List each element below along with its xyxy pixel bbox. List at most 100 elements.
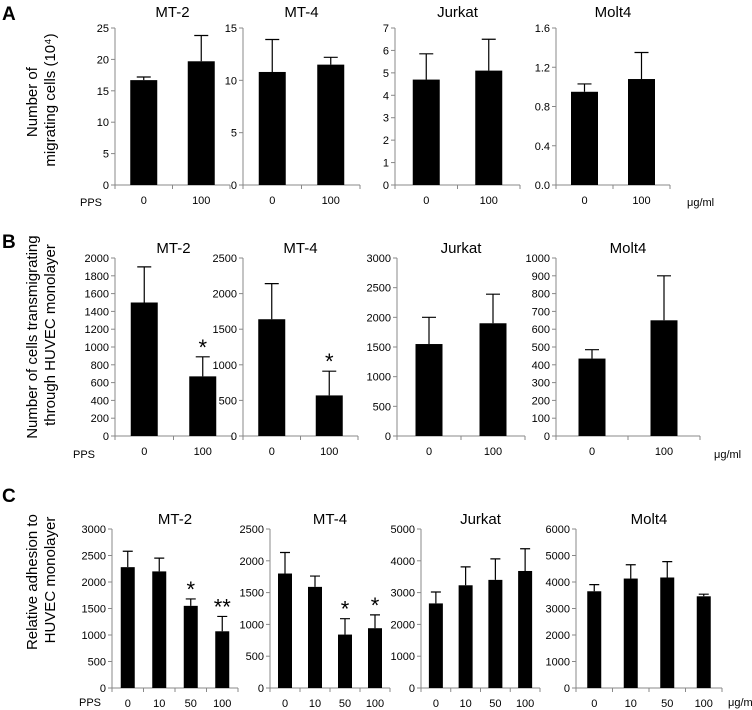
error-bar bbox=[280, 551, 290, 574]
y-axis-label-b: Number of cells transmigrating through H… bbox=[24, 231, 59, 439]
y-tick-label: 2500 bbox=[240, 524, 264, 536]
chart-a4: Molt4 0.0 0.4 0.8 1.2 1.6 0 100 bbox=[535, 4, 671, 207]
y-tick-label: 0 bbox=[564, 683, 570, 695]
y-tick-label: 1500 bbox=[240, 588, 264, 600]
y-tick-label: 4 bbox=[383, 90, 389, 102]
x-tick-label: 0 bbox=[269, 195, 275, 207]
y-tick-label: 0 bbox=[100, 683, 106, 695]
x-tick-label: 100 bbox=[655, 446, 673, 458]
y-tick-label: 1500 bbox=[213, 324, 237, 336]
error-bar bbox=[136, 76, 151, 81]
y-tick-label: 15 bbox=[97, 86, 109, 98]
panel-label-b: B bbox=[2, 232, 16, 253]
y-tick-label: 200 bbox=[91, 413, 109, 425]
y-tick-label: 0.4 bbox=[535, 141, 550, 153]
y-tick-label: 2000 bbox=[240, 556, 264, 568]
y-tick-label: 3000 bbox=[82, 524, 106, 536]
chart-a3: Jurkat 0 1 2 3 4 5 6 7 0 100 bbox=[383, 4, 521, 207]
error-bar bbox=[122, 550, 133, 568]
chart-title: Jurkat bbox=[460, 511, 502, 528]
error-bar bbox=[265, 38, 280, 72]
y-tick-label: 2000 bbox=[367, 312, 391, 324]
y-tick-label: 4000 bbox=[391, 556, 415, 568]
bar bbox=[308, 586, 322, 688]
bar bbox=[315, 395, 343, 436]
y-tick-label: 1500 bbox=[82, 604, 106, 616]
x-tick-label: 0 bbox=[589, 446, 595, 458]
bar bbox=[317, 64, 345, 185]
bar bbox=[488, 579, 503, 688]
bar bbox=[120, 567, 135, 688]
bar bbox=[338, 634, 352, 688]
chart-c3: Jurkat 0 1000 2000 3000 4000 5000 0 10 50 100 bbox=[391, 511, 541, 710]
bar bbox=[475, 70, 503, 185]
chart-c4: Molt4 0 1000 2000 3000 4000 5000 6000 0 10 50 100 bbox=[546, 511, 723, 710]
bar bbox=[415, 344, 443, 436]
x-tick-label: 100 bbox=[484, 446, 502, 458]
pps-label-b: PPS bbox=[73, 449, 95, 461]
x-tick-label: 50 bbox=[339, 698, 351, 710]
y-tick-label: 800 bbox=[532, 289, 550, 301]
x-tick-label: 10 bbox=[309, 698, 321, 710]
significance-marker: ** bbox=[214, 594, 232, 619]
y-tick-label: 2 bbox=[383, 135, 389, 147]
error-bar bbox=[460, 566, 471, 586]
y-tick-label: 0 bbox=[258, 683, 264, 695]
x-tick-label: 0 bbox=[141, 446, 147, 458]
x-tick-label: 100 bbox=[320, 446, 338, 458]
y-tick-label: 15 bbox=[225, 23, 237, 35]
pps-label-c: PPS bbox=[79, 697, 101, 709]
x-tick-label: 100 bbox=[322, 195, 340, 207]
error-bar bbox=[490, 558, 501, 580]
chart-title: MT-4 bbox=[284, 4, 318, 21]
y-tick-label: 2000 bbox=[85, 253, 109, 265]
error-bar bbox=[422, 316, 436, 345]
error-bar bbox=[486, 293, 500, 324]
y-tick-label: 300 bbox=[532, 378, 550, 390]
y-tick-label: 1000 bbox=[213, 360, 237, 372]
bar bbox=[130, 302, 158, 436]
error-bar bbox=[194, 34, 209, 62]
y-tick-label: 400 bbox=[91, 395, 109, 407]
y-tick-label: 5000 bbox=[546, 551, 570, 563]
y-tick-label: 1000 bbox=[85, 342, 109, 354]
x-tick-label: 0 bbox=[591, 698, 597, 710]
chart-title: MT-2 bbox=[155, 4, 189, 21]
error-bar bbox=[520, 548, 531, 571]
chart-title: MT-2 bbox=[158, 511, 192, 528]
bar bbox=[571, 91, 598, 185]
x-tick-label: 100 bbox=[366, 698, 384, 710]
chart-title: Molt4 bbox=[631, 511, 668, 528]
y-tick-label: 500 bbox=[373, 401, 391, 413]
bar bbox=[518, 570, 533, 688]
y-tick-label: 500 bbox=[532, 342, 550, 354]
unit-label-a: μg/ml bbox=[687, 197, 714, 209]
bar bbox=[183, 605, 198, 688]
panel-label-c: C bbox=[2, 486, 16, 507]
x-tick-label: 0 bbox=[423, 195, 429, 207]
y-tick-label: 2000 bbox=[213, 289, 237, 301]
y-tick-label: 1000 bbox=[526, 253, 550, 265]
y-tick-label: 2500 bbox=[213, 253, 237, 265]
bar bbox=[258, 71, 286, 185]
y-tick-label: 0 bbox=[231, 431, 237, 443]
x-tick-label: 0 bbox=[426, 446, 432, 458]
y-tick-label: 1000 bbox=[546, 657, 570, 669]
y-tick-label: 100 bbox=[532, 413, 550, 425]
x-tick-label: 0 bbox=[282, 698, 288, 710]
x-tick-label: 0 bbox=[269, 446, 275, 458]
y-tick-label: 5 bbox=[231, 128, 237, 140]
x-tick-label: 0 bbox=[581, 195, 587, 207]
chart-title: Molt4 bbox=[610, 240, 647, 257]
y-tick-label: 1000 bbox=[240, 619, 264, 631]
bar bbox=[187, 61, 215, 186]
y-tick-label: 3000 bbox=[546, 604, 570, 616]
y-tick-label: 600 bbox=[532, 324, 550, 336]
error-bar bbox=[589, 584, 600, 592]
error-bar bbox=[154, 557, 165, 572]
x-tick-label: 100 bbox=[213, 698, 231, 710]
y-tick-label: 200 bbox=[532, 395, 550, 407]
bar bbox=[368, 628, 382, 688]
